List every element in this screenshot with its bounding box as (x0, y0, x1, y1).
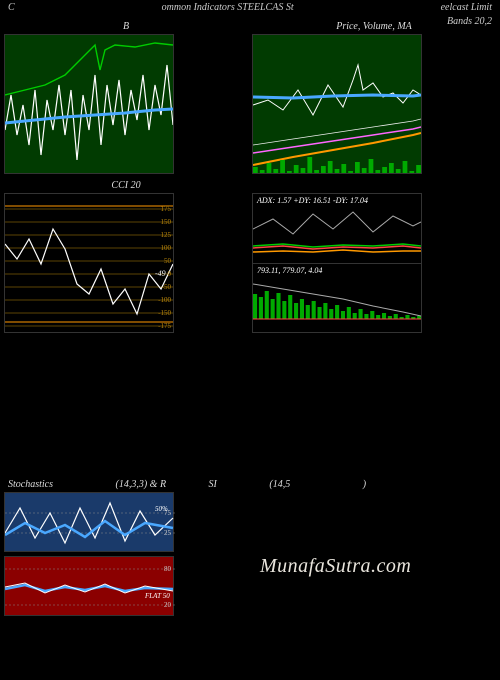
watermark: MunafaSutra.com (260, 555, 411, 578)
chart-grid: B Price, Volume, MA CCI 20 1751501251005… (0, 15, 500, 337)
panel-stochastics: 752550% (4, 492, 174, 552)
panel-b-title: B (4, 19, 248, 34)
header-bar: C ommon Indicators STEELCAS St eelcast L… (0, 0, 500, 15)
panel-container: CCI 20 175150125100500-50-100-150-175-49 (4, 178, 248, 333)
panel-container: ADX: 1.57 +DY: 16.51 -DY: 17.04793.11, 7… (252, 178, 496, 333)
stoch-label-right: (14,5 (269, 479, 290, 490)
header-left: C (8, 2, 15, 13)
panel-price-volume-ma (252, 34, 422, 174)
bands-label: Bands 20,2 (447, 16, 492, 27)
stoch-label-mid: (14,3,3) & R (116, 479, 167, 490)
stoch-label-row: Stochastics (14,3,3) & R SI (14,5 ) (0, 477, 500, 492)
panel-container: Price, Volume, MA (252, 19, 496, 174)
panel-container: B (4, 19, 248, 174)
panel-adx-title (252, 178, 496, 193)
stoch-label-mid2: SI (209, 479, 217, 490)
panel-cci-title: CCI 20 (4, 178, 248, 193)
panel-rsi: 8020FLAT 50 (4, 556, 174, 616)
spacer (0, 337, 500, 477)
stoch-label-left: Stochastics (8, 479, 53, 490)
panel-b (4, 34, 174, 174)
header-right: eelcast Limit (441, 2, 492, 13)
panel-cci: 175150125100500-50-100-150-175-49 (4, 193, 174, 333)
stoch-label-end: ) (363, 479, 366, 490)
header-mid: ommon Indicators STEELCAS St (162, 2, 294, 13)
panel-adx-macd: ADX: 1.57 +DY: 16.51 -DY: 17.04793.11, 7… (252, 193, 422, 333)
